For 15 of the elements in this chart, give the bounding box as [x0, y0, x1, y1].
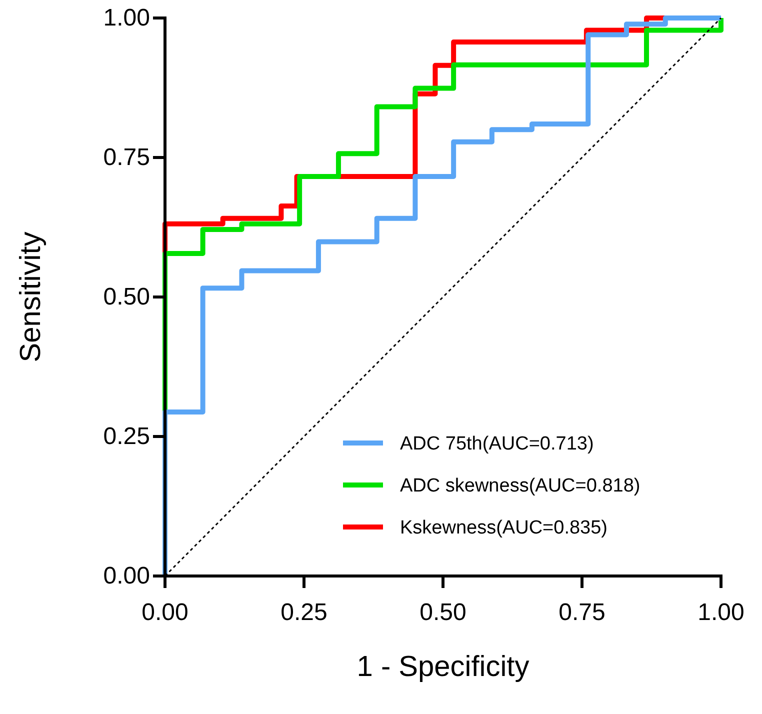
y-axis-title: Sensitivity: [15, 231, 47, 362]
y-tick-label: 0.00: [103, 562, 150, 590]
x-tick-label: 0.00: [142, 598, 188, 626]
y-tick-label: 0.50: [103, 284, 150, 311]
legend-label: ADC skewness(AUC=0.818): [400, 476, 640, 497]
x-tick-label: 1.00: [698, 598, 744, 626]
x-tick-label: 0.50: [420, 598, 466, 626]
x-tick-label: 0.75: [558, 598, 606, 626]
x-tick-label: 0.25: [280, 598, 328, 626]
legend-label: ADC 75th(AUC=0.713): [400, 434, 594, 455]
y-tick-label: 0.25: [103, 423, 150, 450]
x-axis-title: 1 - Specificity: [356, 651, 530, 683]
y-tick-label: 0.75: [103, 144, 150, 172]
legend-label: Kskewness(AUC=0.835): [400, 518, 608, 539]
y-tick-label: 1.00: [103, 4, 150, 32]
